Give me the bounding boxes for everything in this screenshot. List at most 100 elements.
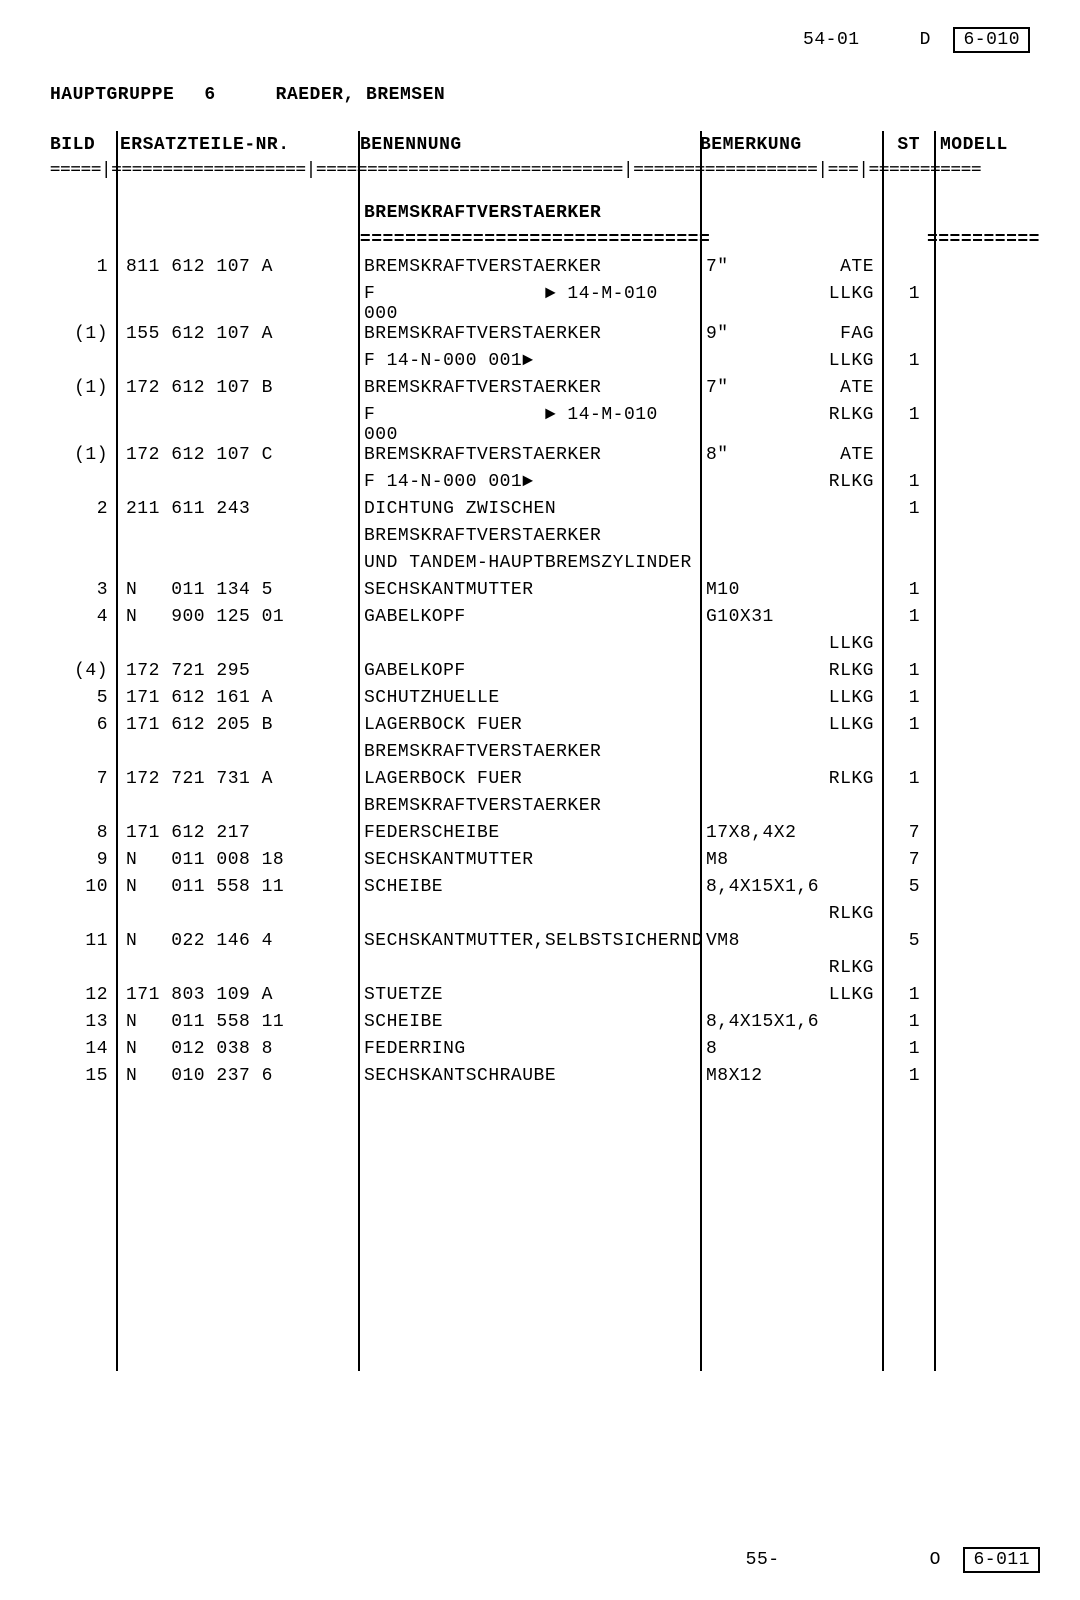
cell-partno: 811 612 107 A [114, 257, 356, 277]
cell-st: 1 [880, 472, 930, 492]
section-divider: =============================== [352, 230, 694, 257]
cell-bemerkung-1: M10 [698, 580, 808, 600]
table-row: 12171 803 109 ASTUETZELLKG1 [40, 985, 1040, 1012]
cell-bemerkung-2: LLKG [808, 351, 880, 371]
cell-partno: N 022 146 4 [114, 931, 356, 951]
cell-st: 7 [880, 850, 930, 870]
cell-partno: 171 803 109 A [114, 985, 356, 1005]
cell-bild: 15 [50, 1066, 114, 1086]
cell-bild: 7 [50, 769, 114, 789]
col-bild: BILD [50, 135, 120, 155]
cell-benennung: FEDERSCHEIBE [356, 823, 698, 843]
cell-benennung: BREMSKRAFTVERSTAERKER [356, 257, 698, 277]
page-number-bottom: 55- [746, 1550, 780, 1570]
cell-bemerkung-2: ATE [808, 378, 880, 398]
cell-bild: 10 [50, 877, 114, 897]
table-row: F ► 14-M-010 000LLKG1 [40, 284, 1040, 324]
cell-bemerkung-2: LLKG [808, 634, 880, 654]
table-row: LLKG [40, 634, 1040, 661]
cell-bemerkung-1: 8" [698, 445, 808, 465]
table-row: 8171 612 217FEDERSCHEIBE17X8,4X27 [40, 823, 1040, 850]
cell-bild: 2 [50, 499, 114, 519]
cell-bemerkung-2: RLKG [808, 472, 880, 492]
table-row: 9N 011 008 18SECHSKANTMUTTERM87 [40, 850, 1040, 877]
cell-partno: N 011 134 5 [114, 580, 356, 600]
cell-bemerkung-1: 7" [698, 378, 808, 398]
cell-st: 1 [880, 499, 930, 519]
cell-bemerkung-2: LLKG [808, 688, 880, 708]
cell-bemerkung-2: RLKG [808, 661, 880, 681]
table-row: 10N 011 558 11SCHEIBE8,4X15X1,65 [40, 877, 1040, 904]
title-row: HAUPTGRUPPE 6 RAEDER, BREMSEN [40, 85, 1040, 105]
table-body: BREMSKRAFTVERSTAERKER ==================… [40, 191, 1040, 1371]
vline-5 [934, 131, 936, 1371]
cell-benennung: F ► 14-M-010 000 [356, 284, 698, 324]
cell-st: 1 [880, 284, 930, 304]
cell-st: 1 [880, 1012, 930, 1032]
cell-bild: 13 [50, 1012, 114, 1032]
cell-bild: 6 [50, 715, 114, 735]
table-row: (1)155 612 107 ABREMSKRAFTVERSTAERKER9"F… [40, 324, 1040, 351]
table-row: (1)172 612 107 CBREMSKRAFTVERSTAERKER8"A… [40, 445, 1040, 472]
table-row: (1)172 612 107 BBREMSKRAFTVERSTAERKER7"A… [40, 378, 1040, 405]
cell-bemerkung-1: 9" [698, 324, 808, 344]
cell-benennung: BREMSKRAFTVERSTAERKER [356, 796, 698, 816]
cell-benennung: LAGERBOCK FUER [356, 715, 698, 735]
cell-bemerkung-1: VM8 [698, 931, 808, 951]
col-st: ST [880, 135, 930, 155]
cell-benennung: UND TANDEM-HAUPTBREMSZYLINDER [356, 553, 698, 573]
table-row: F ► 14-M-010 000RLKG1 [40, 405, 1040, 445]
cell-bemerkung-1: 8 [698, 1039, 808, 1059]
cell-partno: N 012 038 8 [114, 1039, 356, 1059]
vline-1 [116, 131, 118, 1371]
cell-st: 5 [880, 877, 930, 897]
cell-benennung: STUETZE [356, 985, 698, 1005]
cell-bild: (1) [50, 445, 114, 465]
cell-benennung: BREMSKRAFTVERSTAERKER [356, 378, 698, 398]
cell-bemerkung-1: 7" [698, 257, 808, 277]
table-row: 11N 022 146 4SECHSKANTMUTTER,SELBSTSICHE… [40, 931, 1040, 958]
cell-partno: N 900 125 01 [114, 607, 356, 627]
cell-st: 1 [880, 1066, 930, 1086]
page-number-top: 54-01 [803, 30, 860, 50]
cell-st: 1 [880, 715, 930, 735]
cell-bemerkung-1: 17X8,4X2 [698, 823, 808, 843]
vline-3 [700, 131, 702, 1371]
cell-benennung: BREMSKRAFTVERSTAERKER [356, 526, 698, 546]
cell-benennung: BREMSKRAFTVERSTAERKER [356, 324, 698, 344]
table-row: 2211 611 243DICHTUNG ZWISCHEN1 [40, 499, 1040, 526]
cell-bild: 9 [50, 850, 114, 870]
cell-bemerkung-1: 8,4X15X1,6 [698, 1012, 808, 1032]
table-row: BREMSKRAFTVERSTAERKER [40, 742, 1040, 769]
col-partno: ERSATZTEILE-NR. [120, 135, 360, 155]
hauptgruppe-num: 6 [204, 85, 215, 105]
cell-benennung: GABELKOPF [356, 607, 698, 627]
col-bemerkung: BEMERKUNG [700, 135, 880, 155]
cell-partno: N 011 558 11 [114, 877, 356, 897]
section-heading: BREMSKRAFTVERSTAERKER [356, 203, 698, 230]
cell-partno: 172 612 107 C [114, 445, 356, 465]
footer: 55- O 6-011 [40, 1550, 1040, 1570]
cell-benennung: SCHUTZHUELLE [356, 688, 698, 708]
cell-bemerkung-2: RLKG [808, 769, 880, 789]
cell-benennung: SCHEIBE [356, 1012, 698, 1032]
cell-bemerkung-1: M8X12 [698, 1066, 808, 1086]
cell-bemerkung-2: RLKG [808, 405, 880, 425]
cell-benennung: F ► 14-M-010 000 [356, 405, 698, 445]
cell-benennung: SCHEIBE [356, 877, 698, 897]
table-row: 3N 011 134 5SECHSKANTMUTTERM101 [40, 580, 1040, 607]
code-box-bottom: 6-011 [963, 1547, 1040, 1573]
cell-benennung: SECHSKANTMUTTER,SELBSTSICHERND [356, 931, 698, 951]
cell-partno: 155 612 107 A [114, 324, 356, 344]
cell-bemerkung-2: LLKG [808, 715, 880, 735]
table-row: BREMSKRAFTVERSTAERKER [40, 796, 1040, 823]
cell-benennung: F 14-N-000 001► [356, 351, 698, 371]
cell-st: 7 [880, 823, 930, 843]
col-modell: MODELL [930, 135, 1040, 155]
table-row: RLKG [40, 958, 1040, 985]
cell-st: 1 [880, 985, 930, 1005]
table-row: 4N 900 125 01GABELKOPFG10X311 [40, 607, 1040, 634]
vline-2 [358, 131, 360, 1371]
cell-bild: 5 [50, 688, 114, 708]
cell-st: 1 [880, 769, 930, 789]
